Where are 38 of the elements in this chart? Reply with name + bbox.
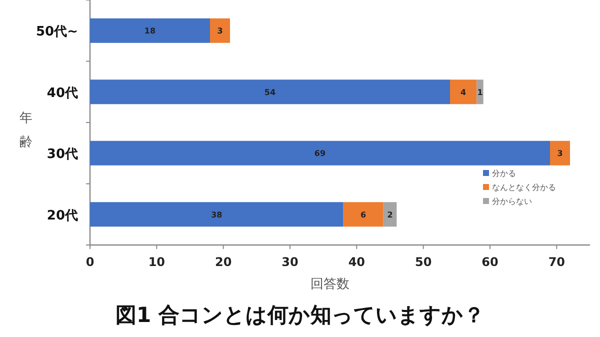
data-label: 2 <box>387 210 393 220</box>
legend-label: 分からない <box>492 197 532 206</box>
bar <box>90 140 550 166</box>
bar <box>550 140 570 166</box>
data-label: 3 <box>217 26 223 36</box>
x-tick-label: 20 <box>214 255 232 269</box>
legend-label: なんとなく分かる <box>492 183 556 192</box>
x-tick-label: 0 <box>86 255 94 269</box>
bar <box>90 202 344 227</box>
x-tick-label: 60 <box>482 255 498 269</box>
data-label: 1 <box>477 88 484 97</box>
bar <box>476 80 484 104</box>
y-axis-title: 年齢 <box>20 111 32 150</box>
x-tick-label: 30 <box>282 255 298 269</box>
text: 図1 合コンとは何か知っていますか？ <box>116 303 484 327</box>
data-label: 69 <box>314 149 326 158</box>
bar <box>383 202 397 227</box>
bar <box>343 202 384 227</box>
y-tick-label: 30代 <box>46 147 78 162</box>
bar <box>90 18 210 43</box>
bar <box>450 80 477 104</box>
x-tick-label: 50 <box>414 255 432 269</box>
x-tick-label: 70 <box>548 255 566 269</box>
x-axis-title: 回答数 <box>310 277 350 292</box>
x-tick-label: 40 <box>348 255 366 269</box>
y-tick-label: 20代 <box>46 208 78 224</box>
data-label: 38 <box>211 210 223 220</box>
bar <box>210 18 230 43</box>
data-label: 54 <box>264 88 276 97</box>
data-label: 18 <box>144 26 156 36</box>
data-label: 3 <box>557 149 563 158</box>
y-tick-label: 50代~ <box>36 24 78 40</box>
bar <box>90 80 450 104</box>
data-label: 4 <box>460 88 467 97</box>
data-label: 6 <box>360 210 367 220</box>
legend-label: 分かる <box>492 169 516 178</box>
y-tick-label: 40代 <box>46 86 78 101</box>
x-tick-label: 10 <box>148 255 166 269</box>
